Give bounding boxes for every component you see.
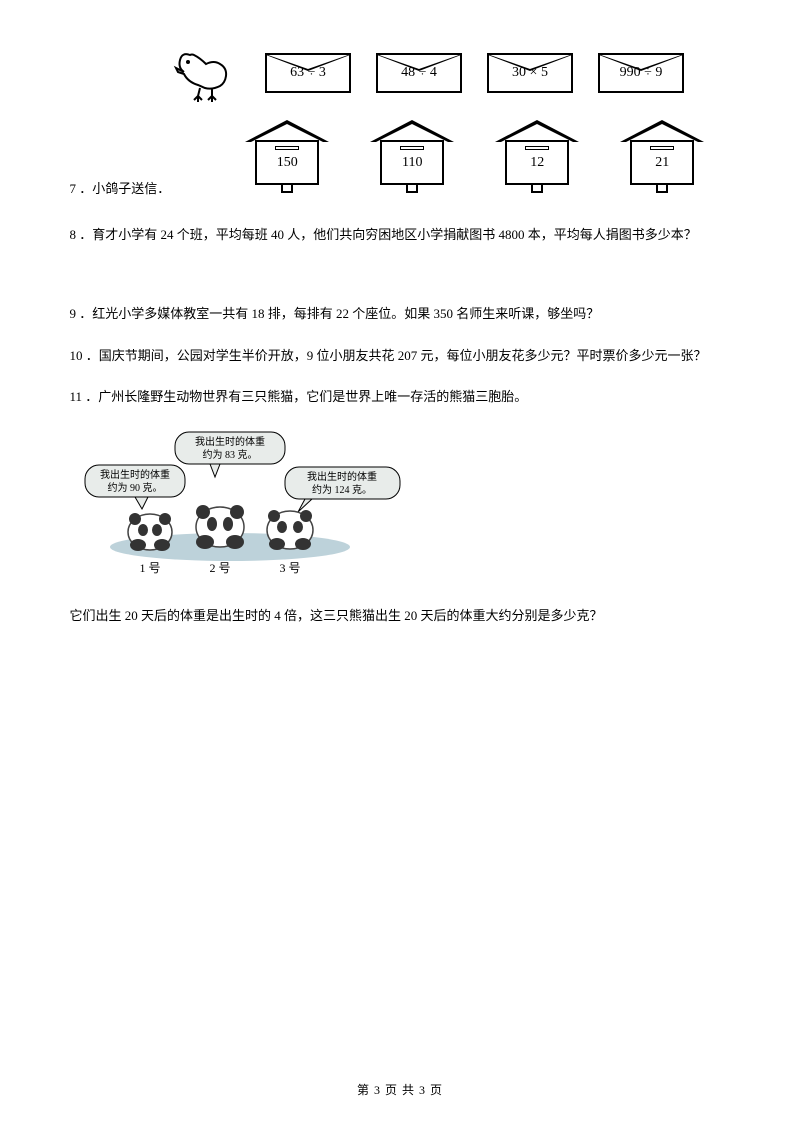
svg-text:3 号: 3 号	[279, 561, 300, 575]
envelope-4: 990 ÷ 9	[598, 53, 684, 93]
q9-text: 9 ．红光小学多媒体教室一共有 18 排，每排有 22 个座位。如果 350 名…	[50, 302, 750, 325]
q7-label: 7 ．小鸽子送信．	[50, 177, 170, 200]
svg-text:我出生时的体重: 我出生时的体重	[195, 435, 265, 448]
house-4: 21	[625, 120, 700, 195]
q11-intro: 11 ．广州长隆野生动物世界有三只熊猫，它们是世界上唯一存活的熊猫三胞胎。	[50, 385, 750, 408]
svg-text:我出生时的体重: 我出生时的体重	[307, 470, 377, 483]
envelope-2: 48 ÷ 4	[376, 53, 462, 93]
q11-question: 它们出生 20 天后的体重是出生时的 4 倍，这三只熊猫出生 20 天后的体重大…	[50, 604, 750, 627]
svg-text:约为 90 克。: 约为 90 克。	[108, 481, 163, 494]
house-2: 110	[375, 120, 450, 195]
q8-text: 8 ．育才小学有 24 个班，平均每班 40 人，他们共向穷困地区小学捐献图书 …	[50, 223, 750, 246]
q7-figure: 63 ÷ 3 48 ÷ 4 30 × 5 990 ÷ 9	[50, 40, 750, 105]
q10-text: 10 ．国庆节期间，公园对学生半价开放，9 位小朋友共花 207 元，每位小朋友…	[50, 344, 750, 367]
svg-text:约为 124 克。: 约为 124 克。	[312, 483, 372, 496]
svg-text:1 号: 1 号	[139, 561, 160, 575]
envelope-3: 30 × 5	[487, 53, 573, 93]
house-1: 150	[250, 120, 325, 195]
house-3: 12	[500, 120, 575, 195]
pigeon-icon	[170, 40, 240, 105]
envelope-1: 63 ÷ 3	[265, 53, 351, 93]
svg-text:我出生时的体重: 我出生时的体重	[100, 468, 170, 481]
svg-text:约为 83 克。: 约为 83 克。	[203, 448, 258, 461]
svg-text:2 号: 2 号	[209, 561, 230, 575]
page-footer: 第 3 页 共 3 页	[0, 1080, 800, 1102]
panda-figure: 我出生时的体重 约为 83 克。 我出生时的体重 约为 90 克。 我出生时的体…	[80, 427, 750, 584]
